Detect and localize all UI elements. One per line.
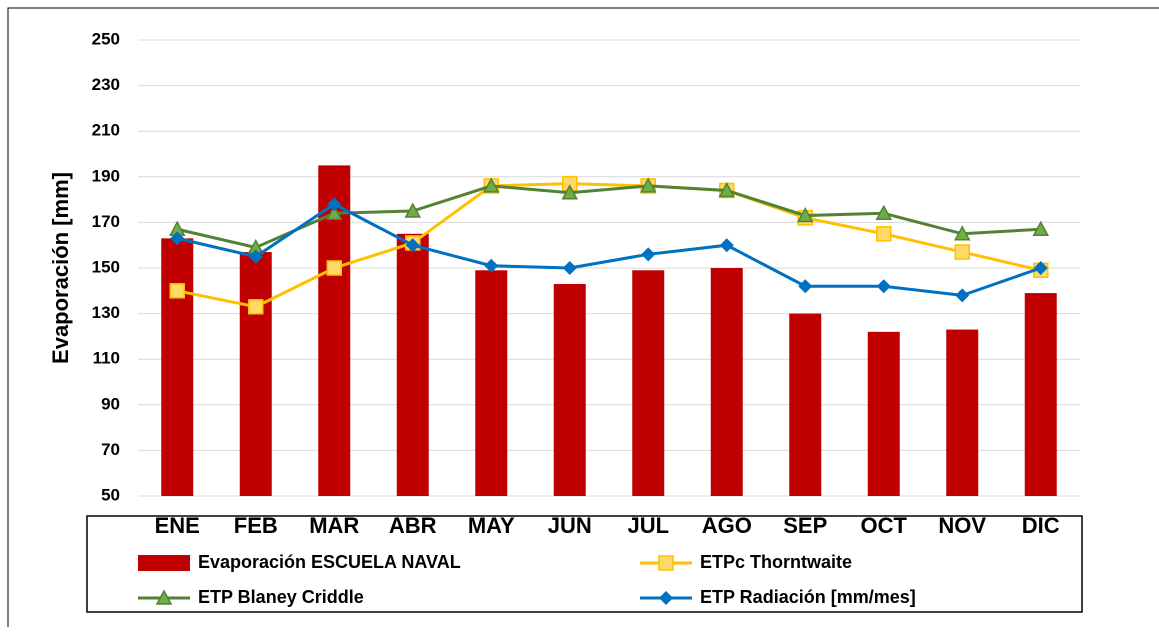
point [955,288,970,303]
bar [1024,293,1057,496]
bar [161,238,194,497]
bar [946,329,979,496]
point [327,197,342,212]
y-tick-label: 130 [92,303,120,322]
point [953,225,971,241]
bar [632,270,665,496]
chart-frame [7,7,1159,632]
x-tick-label: MAY [468,513,515,538]
point [875,204,893,221]
y-tick-label: 190 [92,166,120,185]
bar [475,270,508,496]
point [639,177,657,193]
bar [239,252,272,496]
legend-swatch [138,555,190,571]
legend-label: Evaporación ESCUELA NAVAL [198,552,461,572]
bar [396,233,429,497]
point [718,181,736,198]
x-tick-label: OCT [861,513,908,538]
legend-label: ETP Blaney Criddle [198,587,364,607]
bar [789,313,822,496]
legend-marker [155,589,173,605]
point [1033,261,1048,275]
point [170,231,185,246]
point [405,238,420,253]
bar [710,268,743,496]
point [719,238,734,253]
point [876,279,891,294]
x-tick-label: JUL [627,513,669,538]
x-tick-label: ABR [389,513,437,538]
legend-marker [659,591,673,605]
bar [867,331,900,496]
legend-label: ETP Radiación [mm/mes] [700,587,916,607]
series-line [176,182,1042,309]
point [484,258,499,273]
point [561,184,579,200]
bar [553,283,586,496]
x-tick-label: ENE [155,513,200,538]
legend-marker [658,555,674,571]
point [326,260,342,276]
point [482,177,500,193]
point [876,226,892,242]
y-tick-label: 90 [101,394,120,413]
point [248,299,264,315]
point [798,279,813,294]
point [325,204,343,221]
series-line [176,184,1041,250]
legend-box [86,515,1083,613]
y-tick-label: 70 [101,440,120,459]
x-tick-label: FEB [234,513,278,538]
point [404,202,422,218]
y-tick-label: 210 [92,121,120,140]
x-tick-label: JUN [548,513,592,538]
x-tick-label: MAR [309,513,359,538]
bar [318,165,351,496]
x-tick-label: SEP [783,513,827,538]
x-tick-label: DIC [1022,513,1060,538]
y-tick-label: 230 [92,75,120,94]
y-tick-label: 50 [101,485,120,504]
y-tick-label: 170 [92,212,120,231]
point [1032,220,1050,236]
series-line [176,202,1042,297]
point [796,206,814,223]
point [248,249,263,264]
point [562,261,577,275]
y-tick-label: 110 [93,349,120,368]
x-tick-label: NOV [938,513,986,538]
point [169,283,185,299]
x-tick-label: AGO [702,513,752,538]
y-axis-label: Evaporación [mm] [48,172,73,364]
legend-label: ETPc Thorntwaite [700,552,852,572]
y-tick-label: 250 [92,29,120,48]
point [641,247,656,262]
y-tick-label: 150 [92,257,120,276]
point [954,244,970,260]
